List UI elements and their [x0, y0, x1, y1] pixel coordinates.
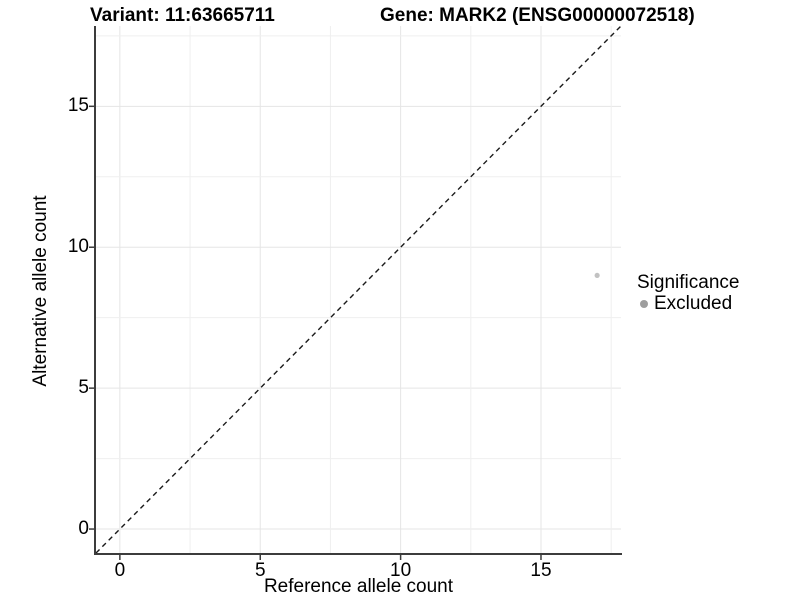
- legend-item-label: Excluded: [654, 293, 733, 314]
- legend-item: Excluded: [640, 294, 739, 314]
- gene-title: Gene: MARK2 (ENSG00000072518): [380, 5, 695, 26]
- x-tick-label: 5: [254, 560, 266, 581]
- legend-key-circle-icon: [640, 300, 648, 308]
- y-tick-label: 5: [78, 377, 89, 399]
- y-axis-title: Alternative allele count: [30, 195, 51, 387]
- y-tick-label: 15: [67, 95, 89, 117]
- x-tick-label: 15: [530, 560, 552, 581]
- x-tick-label: 10: [390, 560, 412, 581]
- x-axis-title: Reference allele count: [263, 576, 454, 597]
- y-tick-label: 10: [67, 236, 89, 258]
- legend: Significance Excluded: [637, 272, 739, 314]
- y-tick-label: 0: [78, 518, 89, 540]
- legend-title: Significance: [637, 272, 740, 293]
- identity-line: [95, 25, 622, 554]
- data-point: [594, 272, 600, 279]
- legend-items: Excluded: [637, 294, 739, 314]
- x-tick-label: 0: [114, 560, 126, 581]
- variant-title: Variant: 11:63665711: [90, 5, 275, 26]
